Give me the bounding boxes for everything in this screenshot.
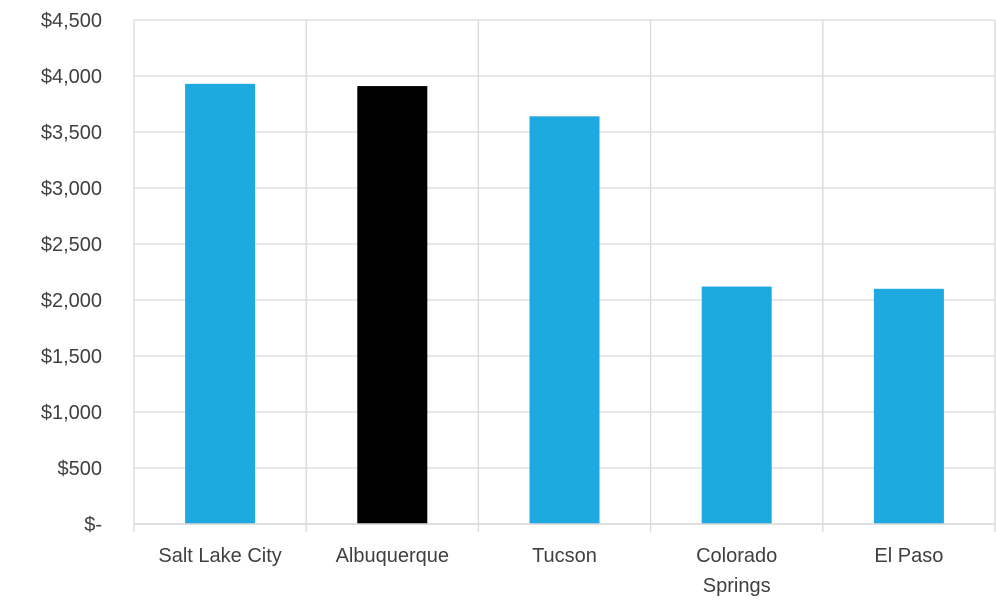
y-tick-label: $- bbox=[84, 514, 102, 536]
bar-layer bbox=[185, 83, 944, 524]
x-tick-label: Colorado Springs bbox=[696, 545, 777, 597]
bar-tucson bbox=[529, 116, 600, 524]
y-tick-label: $4,500 bbox=[41, 10, 102, 32]
y-tick-label: $500 bbox=[58, 458, 103, 480]
label-layer: $- $500 $1,000 $1,500 $2,000 $2,500 $3,000 $3,5… bbox=[41, 10, 944, 597]
y-tick-label: $1,000 bbox=[41, 402, 102, 424]
bar-el-paso bbox=[873, 288, 944, 524]
bar-colorado-springs bbox=[701, 286, 772, 524]
y-tick-label: $4,000 bbox=[41, 66, 102, 88]
y-tick-label: $3,500 bbox=[41, 122, 102, 144]
x-tick-label: Tucson bbox=[532, 545, 597, 567]
y-tick-label: $1,500 bbox=[41, 346, 102, 368]
bar-albuquerque bbox=[357, 86, 428, 524]
y-tick-label: $2,500 bbox=[41, 234, 102, 256]
y-tick-label: $2,000 bbox=[41, 290, 102, 312]
y-tick-label: $3,000 bbox=[41, 178, 102, 200]
x-tick-label: Albuquerque bbox=[336, 545, 449, 567]
x-tick-label: Salt Lake City bbox=[158, 545, 281, 567]
x-tick-label: El Paso bbox=[874, 545, 943, 567]
bar-salt-lake-city bbox=[185, 83, 256, 524]
